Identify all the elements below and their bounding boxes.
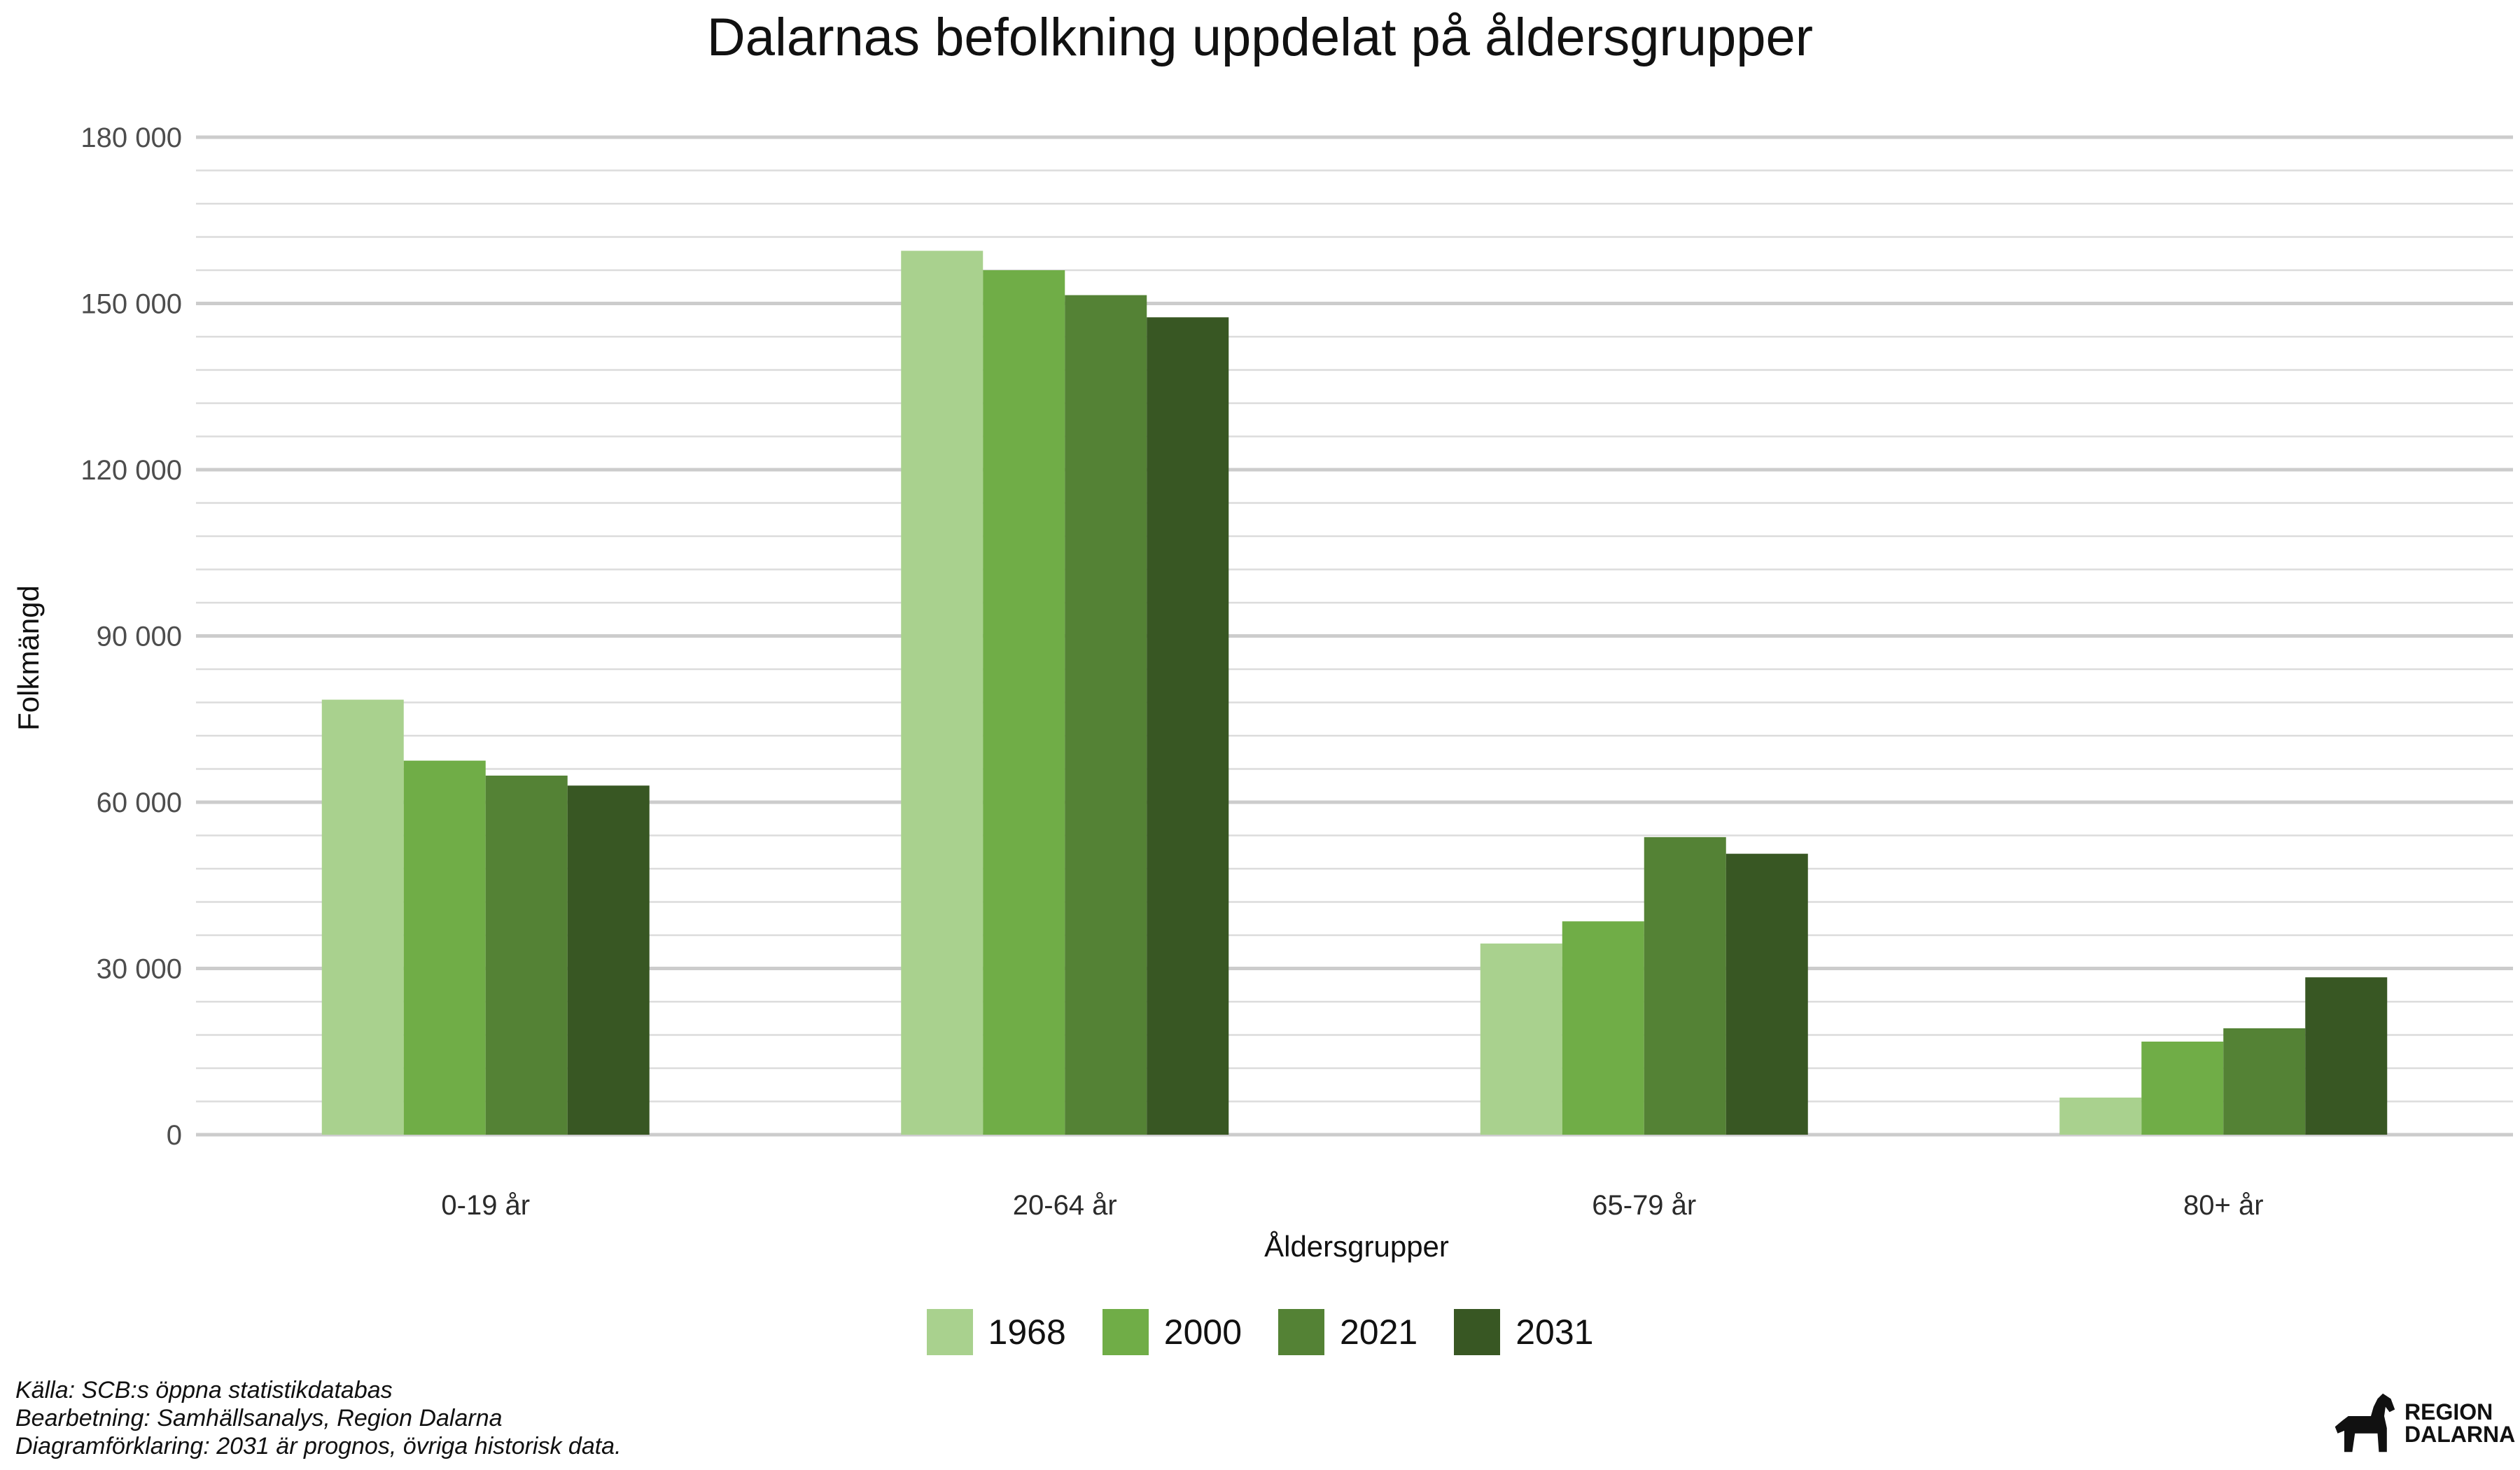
processing-note: Bearbetning: Samhällsanalys, Region Dala…	[15, 1405, 503, 1432]
dala-horse-icon	[2334, 1393, 2395, 1452]
bar-2031-1	[567, 785, 650, 1135]
bar-2031-4	[2305, 977, 2388, 1135]
chart-title: Dalarnas befolkning uppdelat på åldersgr…	[706, 8, 1814, 67]
x-axis: 0-19 år 20-64 år 65-79 år 80+ år	[441, 1190, 2263, 1221]
bar-2000-2	[983, 270, 1065, 1135]
y-axis-label: Folkmängd	[12, 585, 45, 731]
logo-text-line1: REGION	[2404, 1399, 2493, 1424]
legend: 1968 2000 2021 2031	[0, 1309, 2520, 1355]
legend-item-2021: 2021	[1278, 1309, 1418, 1355]
bar-2021-2	[1065, 295, 1147, 1135]
y-tick-label: 180 000	[80, 122, 182, 153]
legend-label: 2000	[1163, 1312, 1242, 1352]
logo-text: REGION DALARNA	[2404, 1401, 2515, 1446]
legend-swatch	[1454, 1309, 1501, 1355]
x-tick-label: 80+ år	[2183, 1190, 2264, 1221]
bar-1968-2	[901, 251, 983, 1135]
legend-swatch	[1102, 1309, 1149, 1355]
legend-swatch	[1278, 1309, 1324, 1355]
legend-label: 2031	[1516, 1312, 1594, 1352]
bar-2021-1	[485, 776, 568, 1135]
logo-text-line2: DALARNA	[2404, 1421, 2516, 1447]
legend-swatch	[926, 1309, 973, 1355]
bar-1968-3	[1480, 943, 1562, 1135]
y-tick-label: 90 000	[97, 622, 182, 652]
source-note: Källa: SCB:s öppna statistikdatabas	[15, 1377, 393, 1404]
legend-label: 1968	[988, 1312, 1066, 1352]
region-dalarna-logo: REGION DALARNA	[2331, 1390, 2515, 1456]
y-tick-label: 120 000	[80, 455, 182, 486]
legend-item-1968: 1968	[926, 1309, 1066, 1355]
x-tick-label: 65-79 år	[1592, 1190, 1696, 1221]
x-tick-label: 0-19 år	[441, 1190, 530, 1221]
y-tick-label: 60 000	[97, 788, 182, 818]
explanation-note: Diagramförklaring: 2031 är prognos, övri…	[15, 1433, 622, 1460]
x-tick-label: 20-64 år	[1013, 1190, 1117, 1221]
legend-label: 2021	[1340, 1312, 1418, 1352]
legend-item-2000: 2000	[1102, 1309, 1242, 1355]
bar-2000-4	[2141, 1042, 2224, 1135]
bar-2031-2	[1147, 317, 1229, 1135]
bar-1968-4	[2059, 1097, 2142, 1135]
bar-1968-1	[321, 699, 404, 1135]
footnotes: Källa: SCB:s öppna statistikdatabas Bear…	[15, 1376, 622, 1460]
bars	[321, 251, 2388, 1135]
y-tick-label: 150 000	[80, 289, 182, 320]
bar-2000-3	[1562, 921, 1644, 1135]
bar-2000-1	[403, 760, 486, 1135]
y-tick-label: 0	[167, 1120, 182, 1151]
x-axis-label: Åldersgrupper	[1264, 1230, 1449, 1263]
y-tick-label: 30 000	[97, 954, 182, 985]
bar-2021-4	[2223, 1028, 2306, 1135]
bar-2031-3	[1726, 853, 1808, 1135]
legend-item-2031: 2031	[1454, 1309, 1593, 1355]
y-axis: 0 30 000 60 000 90 000 120 000 150 000 180 000	[80, 122, 182, 1151]
bar-2021-3	[1644, 836, 1726, 1135]
